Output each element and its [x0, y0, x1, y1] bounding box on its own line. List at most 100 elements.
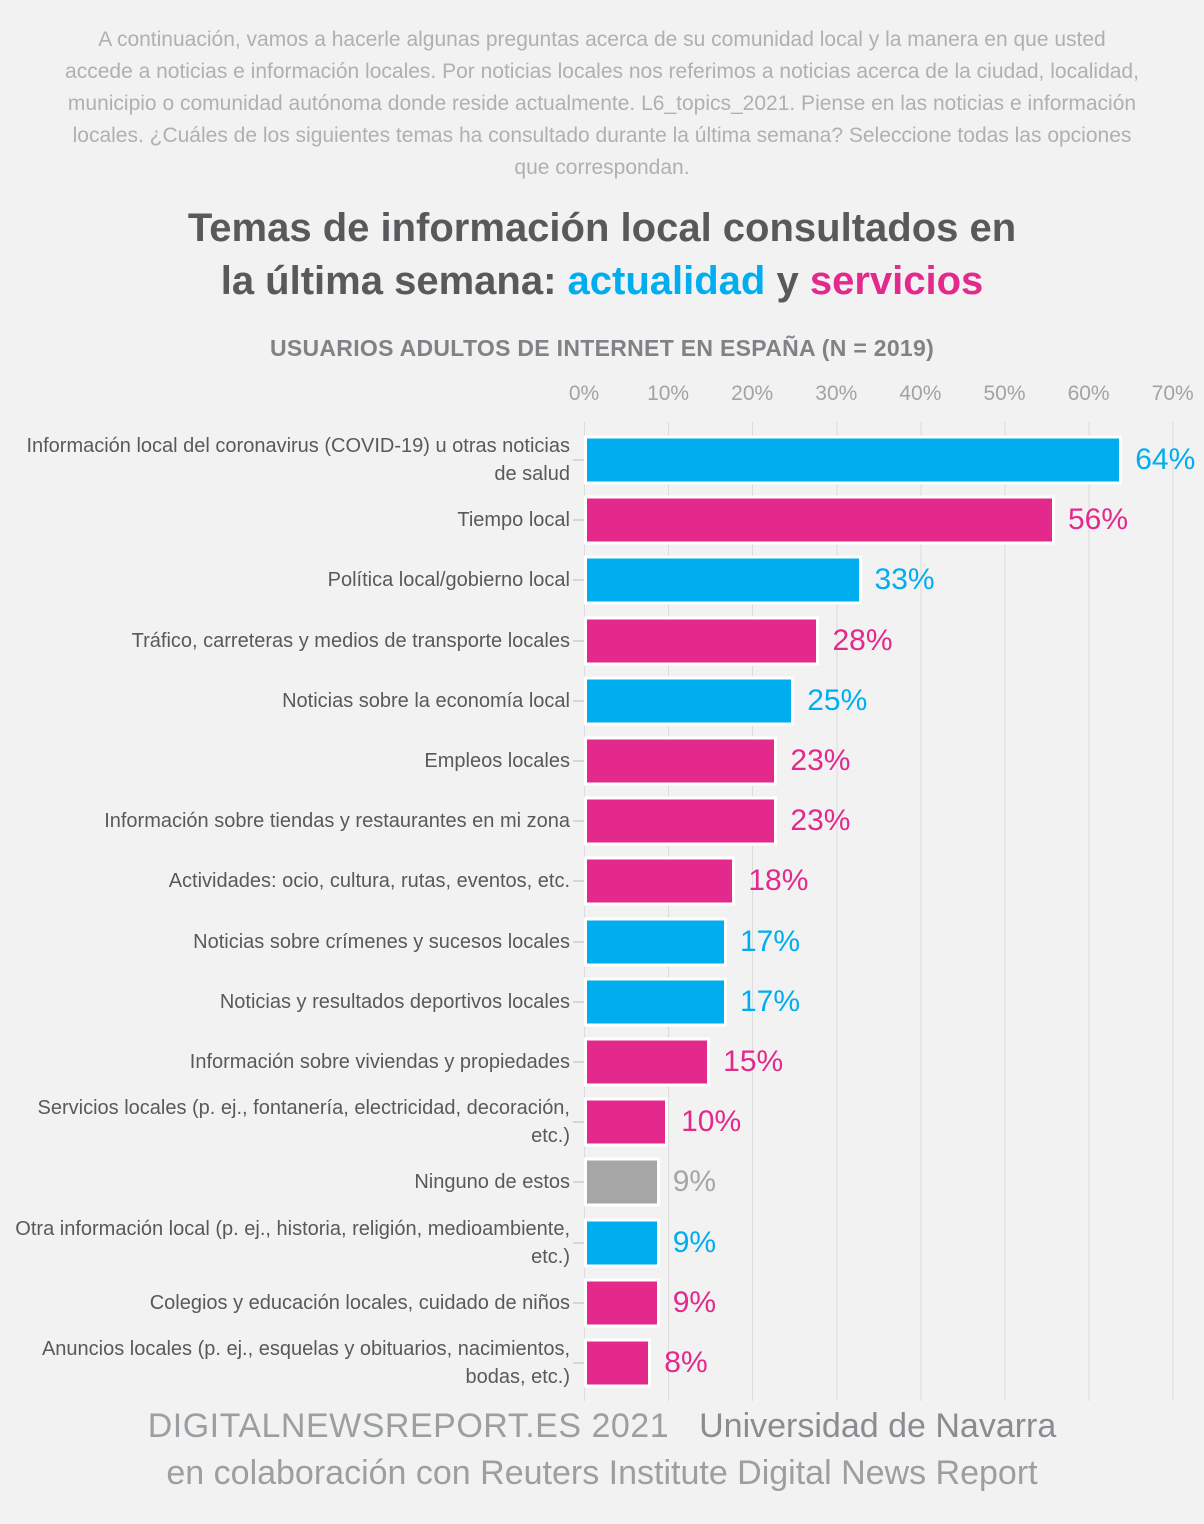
tick-mark [573, 519, 584, 522]
value-label: 8% [664, 1345, 708, 1379]
chart-row: Noticias sobre la economía local 25% [0, 671, 1204, 731]
axis-tick-label: 30% [815, 382, 858, 405]
chart-title-line2-prefix: la última semana: [220, 259, 568, 303]
chart-subtitle: USUARIOS ADULTOS DE INTERNET EN ESPAÑA (… [269, 335, 935, 361]
value-label: 15% [723, 1044, 784, 1078]
footer-org: Universidad de Navarra [699, 1407, 1057, 1445]
row-label: Colegios y educación locales, cuidado de… [149, 1291, 570, 1314]
tick-mark [573, 1000, 584, 1003]
tick-mark [573, 880, 584, 883]
bar [584, 1037, 711, 1087]
value-label: 18% [748, 864, 809, 898]
chart-title-line2-mid: y [765, 259, 810, 303]
value-label: 23% [790, 804, 851, 838]
chart-row: Ninguno de estos 9% [0, 1152, 1204, 1212]
chart-row: Tiempo local 56% [0, 490, 1204, 550]
footer-line1: DIGITALNEWSREPORT.ES 2021 Universidad de … [0, 1403, 1204, 1450]
row-label: Ninguno de estos [414, 1171, 570, 1194]
tick-mark [573, 459, 584, 462]
row-label: Información sobre viviendas y propiedade… [189, 1050, 570, 1073]
row-label: Servicios locales (p. ej., fontanería, e… [37, 1097, 571, 1148]
value-label: 23% [790, 744, 851, 778]
value-label: 25% [807, 683, 868, 717]
bar [584, 676, 795, 726]
tick-mark [573, 1060, 584, 1063]
title-highlight-actualidad: actualidad [567, 259, 766, 303]
bar [584, 435, 1123, 485]
value-label: 56% [1067, 503, 1128, 537]
tick-mark [573, 1241, 584, 1244]
chart-row: Información sobre tiendas y restaurantes… [0, 791, 1204, 851]
axis-tick-label: 50% [983, 382, 1026, 405]
tick-mark [573, 760, 584, 763]
axis-tick-label: 10% [647, 382, 690, 405]
row-label: Empleos locales [424, 750, 570, 773]
chart-row: Información local del coronavirus (COVID… [0, 430, 1204, 490]
bar [584, 856, 736, 906]
chart-row: Política local/gobierno local 33% [0, 550, 1204, 610]
row-label: Noticias sobre crímenes y sucesos locale… [193, 930, 570, 953]
chart-rows: Información local del coronavirus (COVID… [0, 430, 1204, 1393]
chart-row: Actividades: ocio, cultura, rutas, event… [0, 851, 1204, 911]
value-label: 10% [681, 1105, 742, 1139]
bar [584, 917, 727, 967]
value-label: 9% [672, 1285, 717, 1319]
chart-row: Anuncios locales (p. ej., esquelas y obi… [0, 1333, 1204, 1393]
bar [584, 1097, 669, 1147]
footer-brand: DIGITALNEWSREPORT.ES 2021 [147, 1407, 670, 1445]
bar-chart: 0% 10% 20% 30% 40% 50% 60% 70% Información loca… [0, 374, 1204, 1401]
bar [584, 736, 778, 786]
chart-row: Colegios y educación locales, cuidado de… [0, 1273, 1204, 1333]
tick-mark [573, 699, 584, 702]
axis-tick-label: 20% [731, 382, 774, 405]
row-label: Información local del coronavirus (COVID… [26, 435, 570, 486]
bar [584, 1157, 660, 1207]
row-label: Política local/gobierno local [327, 569, 570, 592]
value-label: 33% [874, 563, 935, 597]
row-label: Noticias sobre la economía local [282, 689, 570, 712]
bar [584, 1338, 652, 1388]
tick-mark [573, 639, 584, 642]
chart-row: Noticias y resultados deportivos locales… [0, 972, 1204, 1032]
bar [584, 616, 820, 666]
row-label: Otra información local (p. ej., historia… [15, 1217, 570, 1268]
chart-title: Temas de información local consultados e… [0, 202, 1204, 308]
axis-tick-label: 0% [568, 382, 600, 405]
tick-mark [573, 1181, 584, 1184]
row-label: Anuncios locales (p. ej., esquelas y obi… [41, 1337, 570, 1388]
axis-tick-label: 70% [1151, 382, 1194, 405]
chart-row: Otra información local (p. ej., historia… [0, 1212, 1204, 1272]
row-label: Tiempo local [457, 509, 570, 532]
bar [584, 977, 727, 1027]
footer: DIGITALNEWSREPORT.ES 2021 Universidad de … [0, 1403, 1204, 1497]
value-label: 28% [832, 623, 893, 657]
value-label: 64% [1135, 443, 1196, 477]
tick-mark [573, 1301, 584, 1304]
page: { "intro_text": "A continuación, vamos a… [0, 24, 1204, 1524]
tick-mark [573, 940, 584, 943]
chart-row: Información sobre viviendas y propiedade… [0, 1032, 1204, 1092]
row-label: Actividades: ocio, cultura, rutas, event… [168, 870, 570, 893]
bar [584, 1278, 660, 1328]
value-label: 9% [672, 1165, 717, 1199]
chart-row: Tráfico, carreteras y medios de transpor… [0, 611, 1204, 671]
tick-mark [573, 820, 584, 823]
value-label: 17% [739, 984, 801, 1018]
tick-mark [573, 579, 584, 582]
axis-tick-label: 60% [1067, 382, 1110, 405]
row-label: Información sobre tiendas y restaurantes… [104, 810, 570, 833]
intro-text: A continuación, vamos a hacerle algunas … [65, 28, 1139, 179]
chart-row: Servicios locales (p. ej., fontanería, e… [0, 1092, 1204, 1152]
tick-mark [573, 1121, 584, 1124]
axis-tick-label: 40% [899, 382, 942, 405]
tick-mark [573, 1361, 584, 1364]
chart-title-line1: Temas de información local consultados e… [187, 206, 1017, 250]
x-axis: 0% 10% 20% 30% 40% 50% 60% 70% [0, 374, 1204, 430]
row-label: Noticias y resultados deportivos locales [219, 990, 570, 1013]
row-label: Tráfico, carreteras y medios de transpor… [131, 629, 570, 652]
title-highlight-servicios: servicios [809, 259, 984, 303]
chart-title-line2: la última semana: actualidad y servicios [0, 255, 1204, 308]
chart-row: Noticias sobre crímenes y sucesos locale… [0, 912, 1204, 972]
value-label: 9% [672, 1225, 717, 1259]
bar [584, 495, 1055, 545]
